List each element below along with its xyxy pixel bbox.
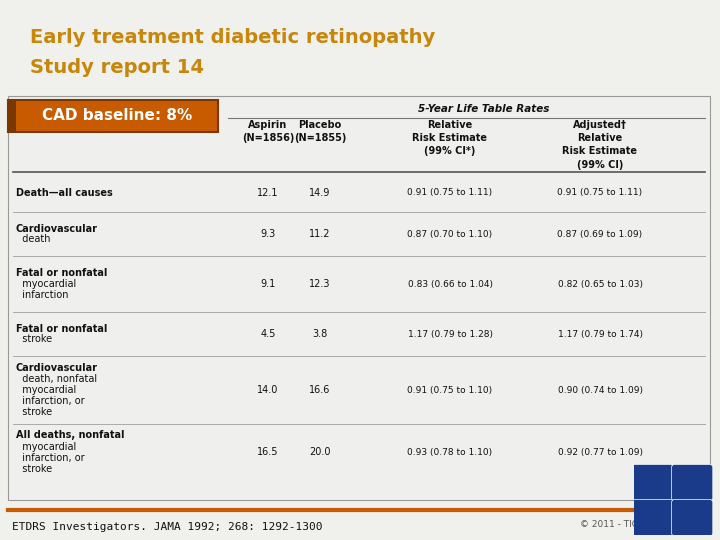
Text: myocardial: myocardial (16, 385, 76, 395)
Text: 0.83 (0.66 to 1.04): 0.83 (0.66 to 1.04) (408, 280, 492, 288)
Text: Fatal or nonfatal: Fatal or nonfatal (16, 268, 107, 278)
Text: death: death (16, 234, 50, 245)
Text: 4.5: 4.5 (261, 329, 276, 339)
Text: 16.5: 16.5 (257, 447, 279, 457)
Text: myocardial: myocardial (16, 279, 76, 289)
Text: ETDRS Investigators. JAMA 1992; 268: 1292-1300: ETDRS Investigators. JAMA 1992; 268: 129… (12, 522, 323, 532)
Text: myocardial: myocardial (16, 442, 76, 451)
Text: infarction, or: infarction, or (16, 396, 85, 406)
Text: © 2011 - TIGC: © 2011 - TIGC (580, 520, 645, 529)
Text: 20.0: 20.0 (310, 447, 330, 457)
Text: 3.8: 3.8 (312, 329, 328, 339)
Text: death, nonfatal: death, nonfatal (16, 374, 97, 384)
Text: 5-Year Life Table Rates: 5-Year Life Table Rates (418, 104, 549, 114)
Text: 16.6: 16.6 (310, 385, 330, 395)
FancyBboxPatch shape (672, 464, 713, 501)
Text: 0.82 (0.65 to 1.03): 0.82 (0.65 to 1.03) (557, 280, 642, 288)
Text: Cardiovascular: Cardiovascular (16, 224, 98, 233)
FancyBboxPatch shape (632, 464, 673, 501)
Text: 0.91 (0.75 to 1.11): 0.91 (0.75 to 1.11) (408, 188, 492, 198)
Text: 12.1: 12.1 (257, 188, 279, 198)
Text: 0.91 (0.75 to 1.11): 0.91 (0.75 to 1.11) (557, 188, 642, 198)
Text: Relative
Risk Estimate
(99% CI*): Relative Risk Estimate (99% CI*) (413, 120, 487, 157)
Text: stroke: stroke (16, 463, 52, 474)
Text: ⊕: ⊕ (650, 513, 657, 522)
Text: 14.0: 14.0 (257, 385, 279, 395)
Text: Cardiovascular: Cardiovascular (16, 363, 98, 373)
Text: infarction: infarction (16, 290, 68, 300)
Bar (8, 96, 710, 500)
Text: CAD baseline: 8%: CAD baseline: 8% (42, 109, 192, 124)
Text: stroke: stroke (16, 334, 52, 345)
Text: Death—all causes: Death—all causes (16, 188, 113, 198)
Text: 1.17 (0.79 to 1.28): 1.17 (0.79 to 1.28) (408, 329, 492, 339)
Text: 0.93 (0.78 to 1.10): 0.93 (0.78 to 1.10) (408, 448, 492, 456)
Text: 9.3: 9.3 (261, 229, 276, 239)
Text: 0.92 (0.77 to 1.09): 0.92 (0.77 to 1.09) (557, 448, 642, 456)
Text: Adjusted†
Relative
Risk Estimate
(99% CI): Adjusted† Relative Risk Estimate (99% CI… (562, 120, 637, 170)
Text: 0.87 (0.69 to 1.09): 0.87 (0.69 to 1.09) (557, 230, 642, 239)
Text: Early treatment diabetic retinopathy: Early treatment diabetic retinopathy (30, 28, 436, 47)
FancyBboxPatch shape (672, 500, 713, 536)
Text: ⊕: ⊕ (690, 513, 696, 522)
Text: 11.2: 11.2 (310, 229, 330, 239)
Text: stroke: stroke (16, 407, 52, 417)
Text: All deaths, nonfatal: All deaths, nonfatal (16, 430, 125, 441)
Bar (8, 100, 16, 132)
Text: Aspirin
(N=1856): Aspirin (N=1856) (242, 120, 294, 143)
FancyBboxPatch shape (632, 500, 673, 536)
Text: 9.1: 9.1 (261, 279, 276, 289)
Text: infarction, or: infarction, or (16, 453, 85, 462)
Text: 14.9: 14.9 (310, 188, 330, 198)
Text: ⊕: ⊕ (650, 478, 657, 487)
Text: 1.17 (0.79 to 1.74): 1.17 (0.79 to 1.74) (557, 329, 642, 339)
Text: 0.90 (0.74 to 1.09): 0.90 (0.74 to 1.09) (557, 386, 642, 395)
Text: ⊕: ⊕ (690, 478, 696, 487)
Text: 0.87 (0.70 to 1.10): 0.87 (0.70 to 1.10) (408, 230, 492, 239)
Bar (8, 100, 218, 132)
Text: 12.3: 12.3 (310, 279, 330, 289)
Text: Fatal or nonfatal: Fatal or nonfatal (16, 323, 107, 334)
Text: 0.91 (0.75 to 1.10): 0.91 (0.75 to 1.10) (408, 386, 492, 395)
Text: Study report 14: Study report 14 (30, 58, 204, 77)
Text: Placebo
(N=1855): Placebo (N=1855) (294, 120, 346, 143)
